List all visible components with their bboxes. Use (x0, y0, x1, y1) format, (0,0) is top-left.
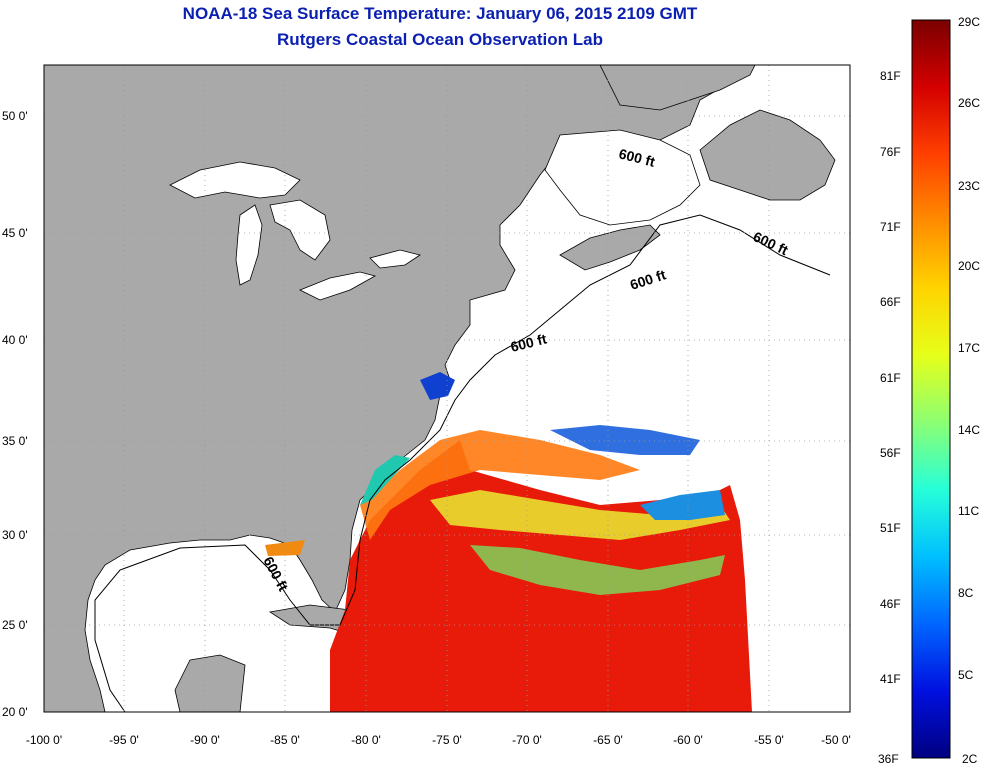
yucatan-land (174, 654, 246, 712)
newfoundland-land (699, 109, 836, 201)
cbar-c-23: 23C (958, 179, 980, 193)
sst-yellow-band (430, 490, 730, 540)
title-main: NOAA-18 Sea Surface Temperature: January… (182, 4, 698, 23)
cbar-c-11: 11C (958, 504, 979, 518)
lon-tick-55: -55 0' (754, 733, 784, 747)
lon-tick-70: -70 0' (512, 733, 542, 747)
lat-tick-20: 20 0' (2, 705, 28, 719)
lake-ontario (369, 249, 421, 269)
colorbar: 29C 26C 23C 20C 17C 14C 11C 8C 5C 2C 81F… (878, 15, 980, 766)
cbar-f-51: 51F (880, 521, 901, 535)
cbar-f-71: 71F (880, 220, 901, 234)
cbar-f-81: 81F (880, 69, 901, 83)
lon-tick-80: -80 0' (351, 733, 381, 747)
cbar-c-2: 2C (962, 752, 978, 766)
lon-tick-65: -65 0' (593, 733, 623, 747)
cbar-f-61: 61F (880, 371, 901, 385)
lon-tick-90: -90 0' (190, 733, 220, 747)
lon-tick-85: -85 0' (270, 733, 300, 747)
sst-cool-patch (550, 425, 700, 455)
cbar-c-29: 29C (958, 15, 980, 29)
cbar-f-56: 56F (880, 446, 901, 460)
nova-scotia-land (559, 224, 661, 271)
sst-green-band (470, 545, 725, 595)
cbar-f-66: 66F (880, 295, 901, 309)
gulf-st-lawrence (544, 129, 701, 226)
lat-tick-45: 45 0' (2, 226, 28, 240)
labrador-land (599, 65, 756, 111)
contour-600ft-line (94, 214, 831, 712)
lon-tick-75: -75 0' (432, 733, 462, 747)
cbar-c-17: 17C (958, 341, 980, 355)
cbar-f-46: 46F (880, 597, 901, 611)
lon-tick-60: -60 0' (673, 733, 703, 747)
sst-cool-patch-2 (640, 490, 725, 520)
map-plot-area: 600 ft 600 ft 600 ft 600 ft 600 ft (44, 65, 850, 712)
lake-michigan (235, 204, 263, 286)
sst-orange-band (360, 430, 640, 540)
lon-tick-100: -100 0' (26, 733, 62, 747)
lat-tick-30: 30 0' (2, 528, 28, 542)
lon-tick-labels: -100 0' -95 0' -90 0' -85 0' -80 0' -75 … (26, 733, 851, 747)
lat-tick-25: 25 0' (2, 618, 28, 632)
colorbar-fahrenheit-labels: 81F 76F 71F 66F 61F 56F 51F 46F 41F 36F (878, 69, 901, 766)
colorbar-celsius-labels: 29C 26C 23C 20C 17C 14C 11C 8C 5C 2C (958, 15, 980, 766)
lake-superior (169, 161, 301, 199)
cbar-c-8: 8C (958, 586, 974, 600)
sst-data-swath (265, 372, 752, 712)
cbar-c-26: 26C (958, 96, 980, 110)
lat-tick-labels: 50 0' 45 0' 40 0' 35 0' 30 0' 25 0' 20 0… (2, 109, 28, 719)
cbar-c-20: 20C (958, 259, 980, 273)
lat-tick-40: 40 0' (2, 333, 28, 347)
sst-coastal-cold (420, 372, 455, 400)
lon-tick-95: -95 0' (109, 733, 139, 747)
lat-tick-50: 50 0' (2, 109, 28, 123)
sst-gulf-warm (265, 540, 305, 556)
plot-frame (43, 64, 851, 713)
lake-erie (299, 271, 377, 301)
lon-tick-50: -50 0' (821, 733, 851, 747)
cbar-f-76: 76F (880, 145, 901, 159)
cbar-f-41: 41F (880, 672, 901, 686)
cbar-c-14: 14C (958, 423, 980, 437)
cbar-c-5: 5C (958, 668, 974, 682)
cbar-f-36: 36F (878, 752, 899, 766)
title-subtitle: Rutgers Coastal Ocean Observation Lab (277, 30, 603, 49)
lat-tick-35: 35 0' (2, 434, 28, 448)
colorbar-gradient (911, 19, 951, 759)
